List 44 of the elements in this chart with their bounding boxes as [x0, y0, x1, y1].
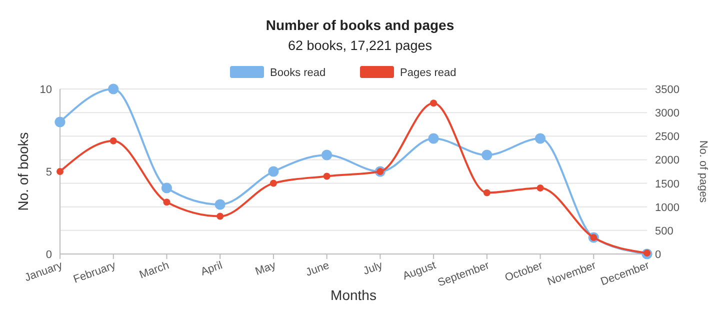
y2-axis-title: No. of pages: [697, 140, 709, 204]
y2-tick-label: 1500: [655, 178, 680, 190]
point: [270, 180, 277, 187]
legend-label: Pages read: [400, 67, 456, 79]
y-axis-title: No. of books: [15, 132, 31, 211]
y2-tick-label: 1000: [655, 202, 680, 214]
point: [322, 150, 332, 160]
point: [534, 133, 546, 144]
y-tick-label: 5: [46, 166, 52, 178]
point: [536, 184, 544, 192]
point: [323, 172, 330, 180]
legend-label: Books read: [270, 67, 326, 79]
chart-subtitle: 62 books, 17,221 pages: [288, 38, 432, 53]
y-tick-label: 0: [46, 249, 52, 261]
x-axis-title: Months: [330, 287, 376, 303]
y2-tick-label: 500: [655, 225, 674, 238]
x-tick-label: May: [254, 259, 278, 278]
point: [482, 150, 492, 160]
y2-tick-label: 3500: [655, 84, 680, 96]
point: [214, 199, 226, 210]
point: [216, 212, 224, 220]
y2-tick-label: 0: [655, 249, 662, 261]
x-tick-label: January: [23, 259, 64, 284]
point: [428, 133, 439, 144]
chart-title: Number of books and pages: [266, 17, 454, 33]
point: [163, 198, 170, 206]
point: [161, 182, 172, 194]
x-tick-label: October: [503, 259, 545, 284]
point: [54, 116, 66, 128]
x-tick-label: March: [138, 260, 171, 282]
point: [483, 189, 490, 196]
point: [56, 168, 64, 175]
point: [110, 137, 117, 144]
x-tick-label: August: [401, 260, 438, 283]
y2-tick-label: 2500: [655, 131, 680, 144]
x-tick-label: April: [199, 260, 224, 278]
point: [430, 100, 438, 107]
y2-tick-label: 2000: [655, 154, 680, 167]
y2-tick-label: 3000: [655, 108, 680, 120]
point: [108, 84, 119, 94]
y-tick-label: 10: [40, 84, 52, 96]
point: [268, 166, 279, 177]
x-tick-label: June: [304, 260, 331, 279]
x-tick-label: July: [362, 259, 385, 278]
